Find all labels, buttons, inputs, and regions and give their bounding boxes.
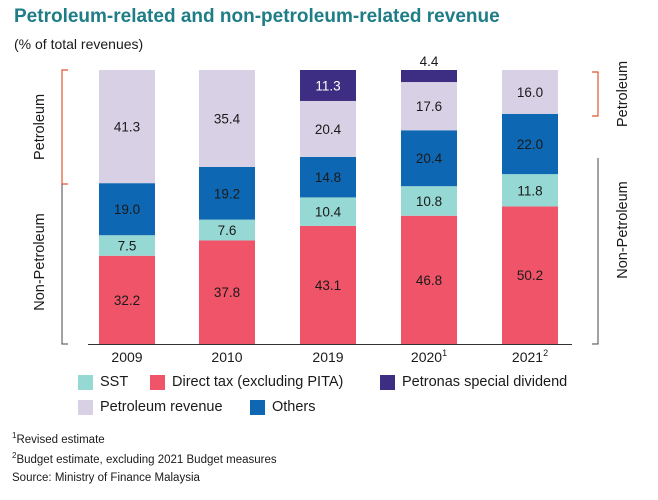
data-label-2021-0: 50.2 — [517, 268, 543, 283]
stacked-bar-chart: 32.2 7.5 19.0 41.3 2009 37.8 7.6 19.2 35.4 2010 43… — [32, 54, 631, 365]
footnote-1: 1Revised estimate — [12, 428, 277, 448]
data-label-2021-1: 11.8 — [517, 183, 542, 198]
data-label-2009-1: 7.5 — [118, 238, 137, 253]
legend-label-petronas: Petronas special dividend — [402, 374, 568, 390]
bar-segment-2020-1 — [401, 186, 457, 216]
right-bracket-nonpetroleum — [592, 158, 599, 345]
footnote-1-text: Revised estimate — [16, 433, 105, 446]
right-group-label-petroleum: Petroleum — [615, 61, 631, 127]
chart-subtitle: (% of total revenues) — [14, 36, 144, 52]
source-note: Source: Ministry of Finance Malaysia — [12, 472, 200, 484]
legend-swatch-petronas — [380, 374, 395, 390]
chart-title: Petroleum-related and non-petroleum-rela… — [14, 6, 500, 27]
legend-swatch-direct-tax — [150, 374, 165, 390]
bar-segment-2010-1 — [199, 219, 255, 241]
bar-segment-2019-4 — [300, 70, 356, 101]
data-label-2019-1: 10.4 — [315, 205, 342, 220]
data-label-2009-2: 19.0 — [114, 202, 140, 217]
data-label-2009-3: 41.3 — [114, 120, 140, 135]
data-label-2020-1: 10.8 — [416, 194, 442, 209]
bar-segment-2020-2 — [401, 130, 457, 187]
bar-segment-2010-2 — [199, 166, 255, 220]
legend-label-petroleum: Petroleum revenue — [100, 399, 223, 415]
bar-segment-2010-3 — [199, 70, 255, 167]
bar-segment-2019-2 — [300, 156, 356, 198]
bar-segment-2020-4 — [401, 70, 457, 83]
footnotes: 1Revised estimate 2Budget estimate, excl… — [12, 428, 277, 468]
right-group-label-nonpetroleum: Non-Petroleum — [615, 181, 631, 279]
right-bracket-petroleum — [592, 71, 599, 117]
footnote-2-mark: 2 — [12, 450, 17, 460]
legend-swatch-sst — [78, 374, 93, 390]
bar-segment-2019-3 — [300, 100, 356, 157]
bar-segment-2009-0 — [99, 255, 155, 344]
data-label-2019-0: 43.1 — [315, 278, 341, 293]
legend-item-petronas: Petronas special dividend — [380, 374, 567, 390]
legend-label-direct-tax: Direct tax (excluding PITA) — [172, 374, 344, 390]
x-tick-label-2021: 20212 — [512, 348, 548, 365]
data-label-2019-2: 14.8 — [315, 170, 341, 185]
legend-item-sst: SST — [78, 374, 128, 390]
footnote-2-text: Budget estimate, excluding 2021 Budget m… — [16, 453, 277, 466]
bar-segment-2020-3 — [401, 82, 457, 131]
legend-label-others: Others — [272, 399, 316, 415]
x-tick-label-2009: 2009 — [111, 349, 142, 365]
bar-segment-2019-0 — [300, 225, 356, 344]
left-group-label-nonpetroleum: Non-Petroleum — [32, 213, 48, 311]
data-label-2019-3: 20.4 — [315, 122, 342, 137]
x-tick-label-2020: 20201 — [411, 348, 447, 365]
data-label-2009-0: 32.2 — [114, 293, 140, 308]
legend-item-petroleum: Petroleum revenue — [78, 399, 223, 415]
data-label-2021-3: 16.0 — [517, 85, 543, 100]
left-bracket-nonpetroleum — [61, 184, 68, 345]
x-tick-superscript-2021: 2 — [543, 348, 548, 358]
legend-item-direct-tax: Direct tax (excluding PITA) — [150, 374, 343, 390]
x-tick-label-2019: 2019 — [312, 349, 343, 365]
data-label-2010-2: 19.2 — [214, 186, 240, 201]
data-label-2010-0: 37.8 — [214, 285, 240, 300]
footnote-2: 2Budget estimate, excluding 2021 Budget … — [12, 448, 277, 468]
data-label-2020-4: 4.4 — [420, 54, 439, 69]
x-tick-superscript-2020: 1 — [442, 348, 447, 358]
bar-segment-2010-0 — [199, 240, 255, 344]
data-label-2019-4: 11.3 — [315, 78, 340, 93]
bar-segment-2009-1 — [99, 235, 155, 256]
data-label-2010-1: 7.6 — [218, 223, 237, 238]
bar-segment-2019-1 — [300, 197, 356, 226]
footnote-1-mark: 1 — [12, 431, 17, 440]
data-label-2010-3: 35.4 — [214, 111, 241, 126]
bar-segment-2009-3 — [99, 70, 155, 184]
x-tick-label-2010: 2010 — [211, 349, 242, 365]
data-label-2020-3: 17.6 — [416, 99, 442, 114]
bar-segment-2009-2 — [99, 183, 155, 236]
bar-segment-2021-1 — [502, 174, 558, 207]
legend-label-sst: SST — [100, 374, 129, 390]
data-label-2020-0: 46.8 — [416, 273, 442, 288]
data-label-2021-2: 22.0 — [517, 137, 543, 152]
left-bracket-petroleum — [61, 69, 68, 184]
left-group-label-petroleum: Petroleum — [32, 94, 48, 160]
legend-swatch-petroleum — [78, 399, 93, 415]
data-label-2020-2: 20.4 — [416, 151, 443, 166]
legend-item-others: Others — [250, 399, 316, 415]
bar-segment-2021-2 — [502, 113, 558, 175]
bar-segment-2021-3 — [502, 70, 558, 114]
bar-segment-2020-0 — [401, 215, 457, 344]
bar-segment-2021-0 — [502, 206, 558, 344]
legend-swatch-others — [250, 399, 265, 415]
